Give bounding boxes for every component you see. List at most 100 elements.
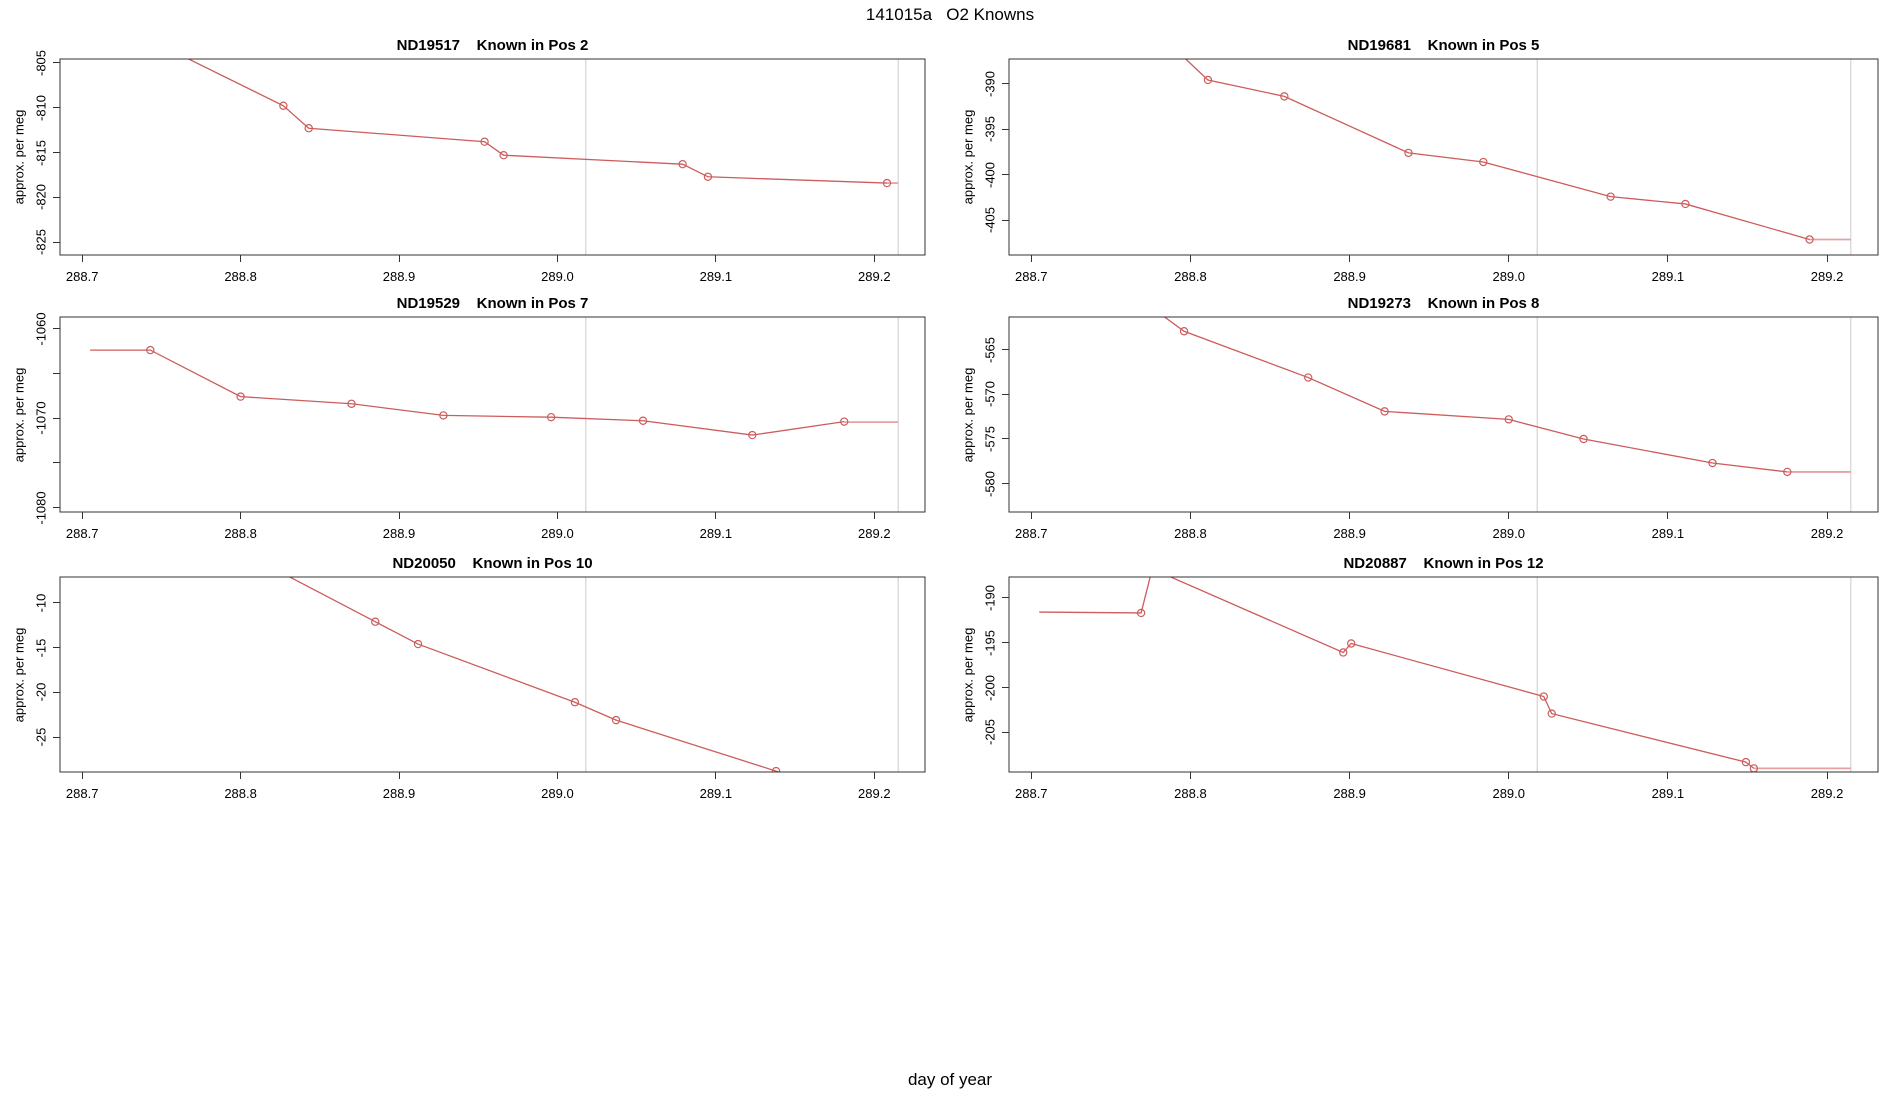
data-series-line	[1039, 577, 1755, 769]
x-tick	[556, 255, 558, 262]
y-tick-label: -580	[982, 470, 998, 497]
x-tick	[240, 772, 242, 779]
data-point-marker	[480, 137, 489, 146]
x-tick-label: 289.2	[858, 269, 891, 284]
data-point-marker	[1783, 467, 1792, 477]
data-point-marker	[1479, 157, 1488, 167]
x-tick	[715, 512, 717, 519]
data-point-marker	[1708, 458, 1717, 468]
y-tick-label: -400	[982, 161, 998, 188]
y-axis-label: approx. per meg	[11, 627, 27, 722]
y-tick-label: -570	[982, 381, 998, 408]
y-tick	[1002, 642, 1009, 644]
data-point-marker	[1280, 92, 1289, 101]
data-point-marker	[413, 639, 423, 649]
data-point-marker	[1504, 415, 1513, 424]
y-tick	[53, 417, 60, 419]
x-tick	[1030, 512, 1032, 519]
x-tick	[1189, 255, 1191, 262]
y-tick-label: -390	[982, 70, 998, 97]
x-tick	[81, 512, 83, 519]
data-series	[187, 59, 899, 188]
x-tick	[81, 772, 83, 779]
x-tick-label: 289.0	[541, 526, 574, 541]
data-point-marker	[703, 172, 713, 181]
plot-area	[1008, 576, 1879, 773]
x-tick	[1667, 512, 1669, 519]
x-tick	[1508, 255, 1510, 262]
data-series-line	[1184, 59, 1810, 241]
y-axis-label: approx. per meg	[960, 627, 976, 722]
x-tick-label: 289.2	[1810, 269, 1844, 284]
data-series-line	[90, 349, 845, 436]
data-series	[1039, 577, 1851, 772]
x-tick	[1508, 772, 1510, 779]
y-tick	[53, 152, 60, 153]
x-tick	[1189, 512, 1191, 519]
x-tick-label: 288.9	[382, 526, 416, 541]
y-tick	[53, 372, 60, 374]
plot-title: ND19273 Known in Pos 8	[1347, 295, 1540, 312]
y-tick-label: -575	[982, 425, 998, 452]
data-point-marker	[1539, 692, 1548, 701]
data-series-line	[187, 59, 888, 184]
x-tick	[873, 255, 875, 262]
x-tick-label: 288.7	[1015, 786, 1048, 801]
data-point-marker	[840, 417, 849, 426]
y-tick	[1002, 597, 1009, 599]
data-point-marker	[347, 399, 356, 408]
y-axis-label: approx. per meg	[960, 367, 976, 462]
plot-title: ND20887 Known in Pos 12	[1343, 555, 1544, 572]
data-point-marker	[371, 617, 380, 626]
x-tick-label: 288.7	[65, 269, 99, 284]
plot-title: ND19681 Known in Pos 5	[1347, 37, 1540, 54]
x-tick-label: 288.9	[1333, 526, 1366, 541]
data-point-marker	[638, 416, 648, 425]
y-tick-label: -195	[982, 629, 998, 656]
plot-area	[1008, 58, 1879, 256]
figure-title: 141015a O2 Knowns	[865, 5, 1035, 24]
y-axis-label: approx. per meg	[11, 109, 27, 205]
y-axis-label: approx. per meg	[11, 367, 27, 462]
x-tick-label: 289.1	[699, 526, 733, 541]
y-tick	[1002, 393, 1009, 395]
plot-area	[1008, 316, 1879, 513]
y-tick-label: -200	[982, 674, 998, 701]
x-tick	[398, 512, 400, 519]
y-tick	[53, 647, 60, 649]
y-tick	[53, 196, 60, 198]
data-point-marker	[1346, 639, 1356, 648]
data-point-marker	[1547, 709, 1556, 718]
x-tick	[715, 255, 717, 262]
x-tick-label: 288.8	[224, 526, 257, 541]
x-tick	[1349, 772, 1351, 779]
x-tick-label: 288.9	[382, 269, 416, 284]
data-point-marker	[1339, 648, 1348, 657]
data-point-marker	[1805, 235, 1814, 244]
x-tick-label: 289.1	[1651, 269, 1685, 284]
y-tick-label: -10	[33, 593, 49, 613]
plot-border	[1008, 576, 1879, 773]
x-tick-label: 289.0	[1492, 269, 1526, 284]
y-tick	[1002, 83, 1009, 85]
data-point-marker	[439, 411, 448, 420]
data-point-marker	[1579, 434, 1588, 444]
x-tick-label: 288.8	[1174, 526, 1207, 541]
data-point-marker	[678, 159, 687, 169]
x-tick-label: 289.1	[1651, 526, 1685, 541]
y-tick	[53, 328, 60, 330]
y-tick-label: -205	[982, 719, 998, 746]
data-point-marker	[1741, 757, 1751, 767]
data-series	[1184, 59, 1851, 244]
x-tick	[873, 772, 875, 779]
x-tick-label: 289.1	[1651, 786, 1685, 801]
x-tick-label: 288.8	[1174, 786, 1207, 801]
y-tick-label: -815	[33, 139, 49, 166]
x-tick	[715, 772, 717, 779]
data-series	[288, 577, 782, 772]
y-tick	[1002, 349, 1009, 351]
x-tick-label: 289.1	[699, 269, 733, 284]
data-point-marker	[546, 412, 556, 422]
x-tick	[1030, 255, 1032, 262]
x-tick-label: 289.0	[541, 269, 574, 284]
